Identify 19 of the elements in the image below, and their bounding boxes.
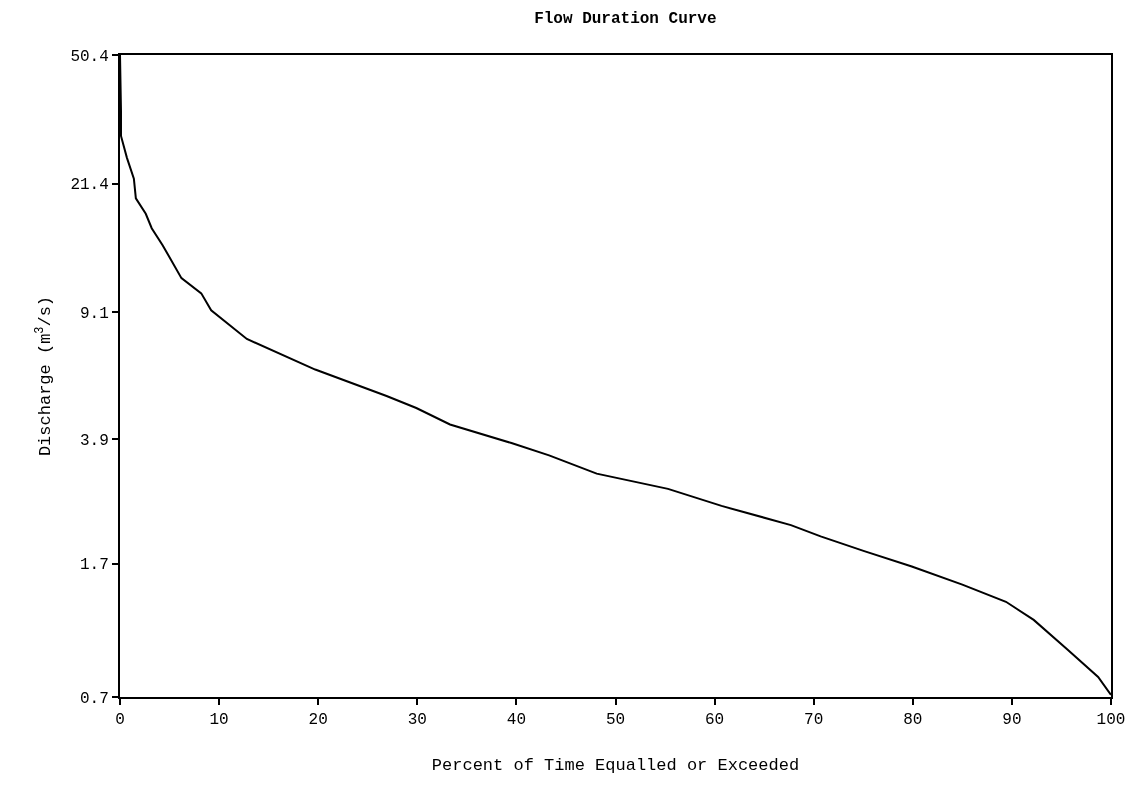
x-tick-label: 30 xyxy=(407,711,427,730)
x-tick-label: 20 xyxy=(308,711,328,730)
x-tick-label: 60 xyxy=(705,711,725,730)
x-tick-label: 40 xyxy=(506,711,526,730)
y-tick-label: 9.1 xyxy=(79,304,109,323)
x-tick-label: 70 xyxy=(804,711,824,730)
y-tick-label: 1.7 xyxy=(79,556,109,575)
x-tick-label: 100 xyxy=(1096,711,1126,730)
chart-title: Flow Duration Curve xyxy=(534,10,717,29)
y-tick-label: 3.9 xyxy=(79,431,109,450)
x-tick-label: 50 xyxy=(605,711,626,730)
x-tick-label: 10 xyxy=(209,711,229,730)
x-tick-label: 90 xyxy=(1002,711,1022,730)
y-tick-label: 50.4 xyxy=(70,47,109,66)
x-axis-title: Percent of Time Equalled or Exceeded xyxy=(431,756,800,776)
y-tick-label: 21.4 xyxy=(70,176,109,195)
x-tick-label: 80 xyxy=(903,711,923,730)
y-tick-label: 0.7 xyxy=(79,689,109,708)
x-tick-label: 0 xyxy=(115,711,125,730)
